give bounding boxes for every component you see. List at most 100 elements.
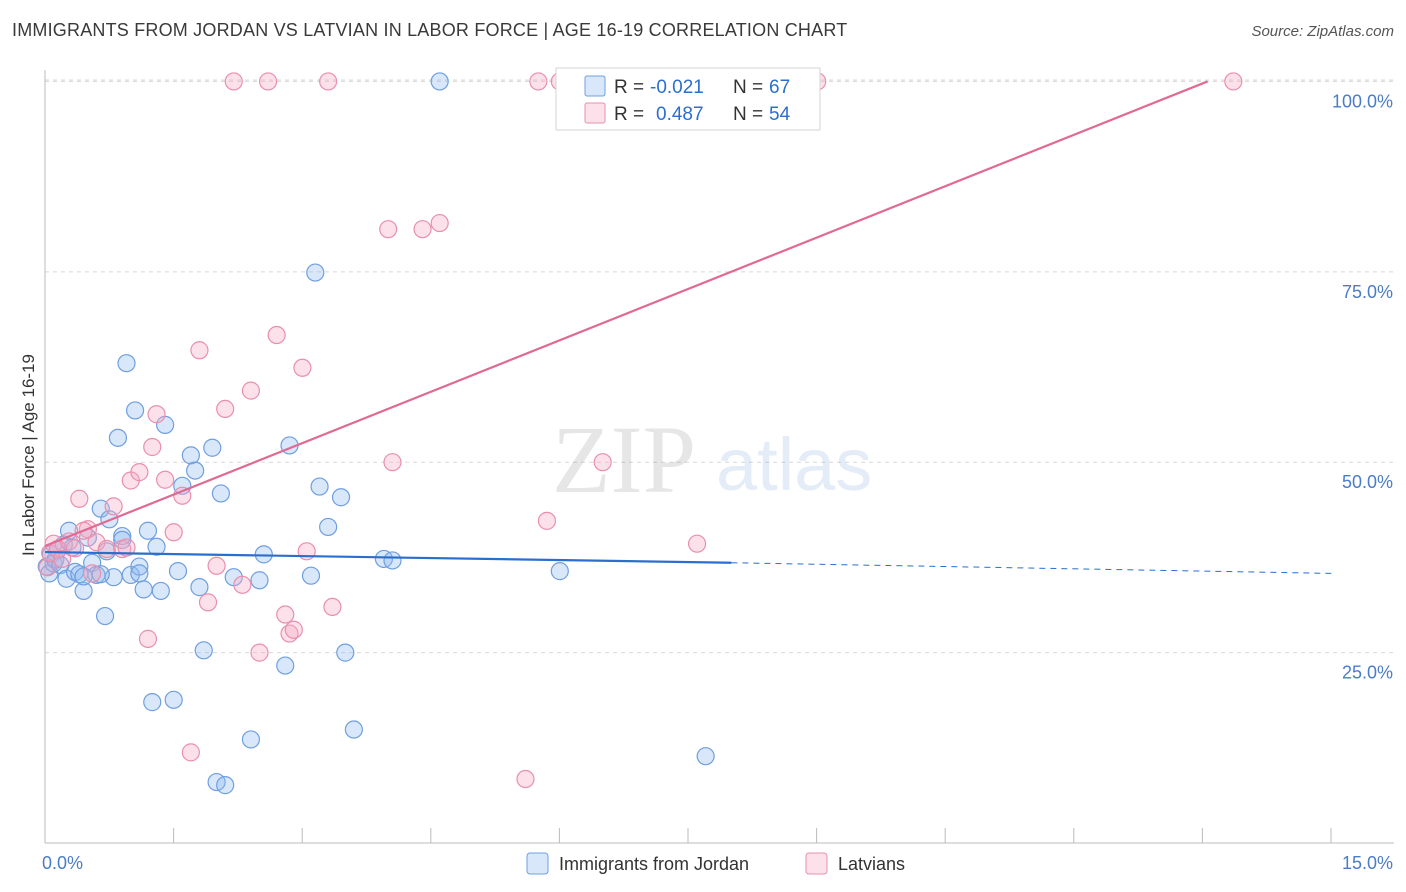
y-tick-label-0: 25.0% <box>1342 663 1393 683</box>
legend-n-label-jordan: N = <box>733 77 763 98</box>
jordan-point-35 <box>168 562 188 581</box>
latvian-point-42 <box>430 213 449 233</box>
trend-lines <box>44 80 1333 574</box>
jordan-point-26 <box>125 401 145 420</box>
legend-r-value-latvian: 0.487 <box>656 104 704 125</box>
legend-box <box>555 67 821 131</box>
x-tick-labels: 0.0% 15.0% <box>42 853 1393 873</box>
jordan-point-38 <box>186 461 205 480</box>
latvian-point-38 <box>323 597 342 617</box>
jordan-point-62 <box>696 747 715 766</box>
jordan-point-37 <box>181 446 200 465</box>
jordan-point-56 <box>336 643 355 662</box>
jordan-point-32 <box>151 581 170 601</box>
legend-label-immigrants-from-jordan: Immigrants from Jordan <box>559 854 749 874</box>
jordan-point-66 <box>130 564 149 583</box>
jordan-point-28 <box>134 580 153 599</box>
jordan-point-52 <box>306 263 325 282</box>
jordan-point-24 <box>117 354 136 373</box>
latvian-point-40 <box>383 453 402 472</box>
latvian-point-30 <box>258 72 278 91</box>
latvian-point-43 <box>516 769 535 789</box>
latvian-point-20 <box>173 486 192 505</box>
x-tick-label-0: 0.0% <box>42 853 83 873</box>
latvian-point-48 <box>687 534 707 553</box>
legend-swatch-latvians <box>805 852 828 875</box>
jordan-point-27 <box>130 557 149 576</box>
jordan-point-60 <box>430 72 449 91</box>
axes <box>44 70 1394 844</box>
legend-swatch-latvian <box>584 102 606 124</box>
jordan-point-51 <box>301 566 321 585</box>
latvian-point-32 <box>276 605 295 624</box>
legend-n-value-jordan: 67 <box>769 77 790 98</box>
legend-swatch-immigrants-from-jordan <box>526 852 549 875</box>
latvian-point-9 <box>83 564 102 583</box>
y-tick-label-3: 100.0% <box>1332 91 1393 111</box>
watermark: ZIP atlas <box>552 406 872 513</box>
latvian-point-24 <box>207 556 226 575</box>
y-tick-labels: 25.0% 50.0% 75.0% 100.0% <box>1332 91 1393 682</box>
jordan-point-39 <box>190 578 209 597</box>
latvian-point-7 <box>70 489 89 508</box>
jordan-point-46 <box>241 730 261 749</box>
latvian-point-19 <box>164 523 183 542</box>
jordan-point-54 <box>319 517 338 537</box>
legend-n-value-latvian: 54 <box>769 104 791 125</box>
legend-label-latvians: Latvians <box>838 854 905 874</box>
latvian-point-51 <box>143 437 162 457</box>
latvian-trend-line <box>44 80 1208 548</box>
latvian-point-18 <box>156 470 175 489</box>
y-tick-label-1: 50.0% <box>1342 472 1393 492</box>
jordan-point-40 <box>194 641 213 660</box>
latvian-point-53 <box>117 538 136 557</box>
latvian-point-37 <box>319 72 338 91</box>
jordan-point-23 <box>113 526 132 546</box>
watermark-zip: ZIP <box>552 406 696 513</box>
latvian-point-31 <box>267 325 286 345</box>
jordan-point-31 <box>147 537 166 556</box>
jordan-trend-line <box>44 550 732 564</box>
latvian-point-22 <box>190 341 209 360</box>
source-label: Source: ZipAtlas.com <box>1251 23 1394 40</box>
jordan-point-59 <box>383 551 402 570</box>
jordan-point-61 <box>550 562 569 581</box>
legend-n-label-latvian: N = <box>733 104 763 125</box>
watermark-atlas: atlas <box>716 423 872 506</box>
jordan-point-44 <box>216 776 235 795</box>
latvian-point-6 <box>65 539 85 558</box>
latvian-point-16 <box>138 629 158 648</box>
latvian-point-34 <box>284 620 303 639</box>
latvian-point-47 <box>593 453 612 472</box>
jordan-point-57 <box>344 720 363 739</box>
latvian-point-4 <box>53 549 72 569</box>
y-axis-title: In Labor Force | Age 16-19 <box>19 354 38 556</box>
latvian-point-45 <box>537 511 557 530</box>
jordan-point-18 <box>95 606 115 626</box>
latvian-point-23 <box>198 593 218 612</box>
jordan-point-29 <box>138 521 158 540</box>
latvian-point-25 <box>216 399 235 419</box>
legend-r-value-jordan: -0.021 <box>650 77 704 98</box>
jordan-point-53 <box>310 477 329 496</box>
latvian-point-29 <box>250 643 269 662</box>
latvian-point-0 <box>38 558 57 577</box>
y-tick-label-2: 75.0% <box>1342 282 1393 302</box>
jordan-point-41 <box>203 438 222 457</box>
jordan-point-43 <box>211 484 230 503</box>
latvian-point-35 <box>293 358 312 377</box>
latvian-point-39 <box>379 220 398 239</box>
latvian-point-27 <box>233 575 252 594</box>
latvian-point-12 <box>104 497 123 516</box>
legend-r-label-jordan: R = <box>614 77 644 98</box>
latvian-point-11 <box>97 539 116 559</box>
jordan-point-49 <box>276 656 295 675</box>
series-legend: Immigrants from Jordan Latvians <box>526 852 905 875</box>
latvian-point-10 <box>87 533 106 552</box>
latvian-point-50 <box>1224 72 1243 91</box>
jordan-trend-extension <box>731 562 1333 574</box>
latvian-point-28 <box>241 381 261 400</box>
x-tick-label-1: 15.0% <box>1342 853 1393 873</box>
latvian-point-21 <box>181 743 200 762</box>
